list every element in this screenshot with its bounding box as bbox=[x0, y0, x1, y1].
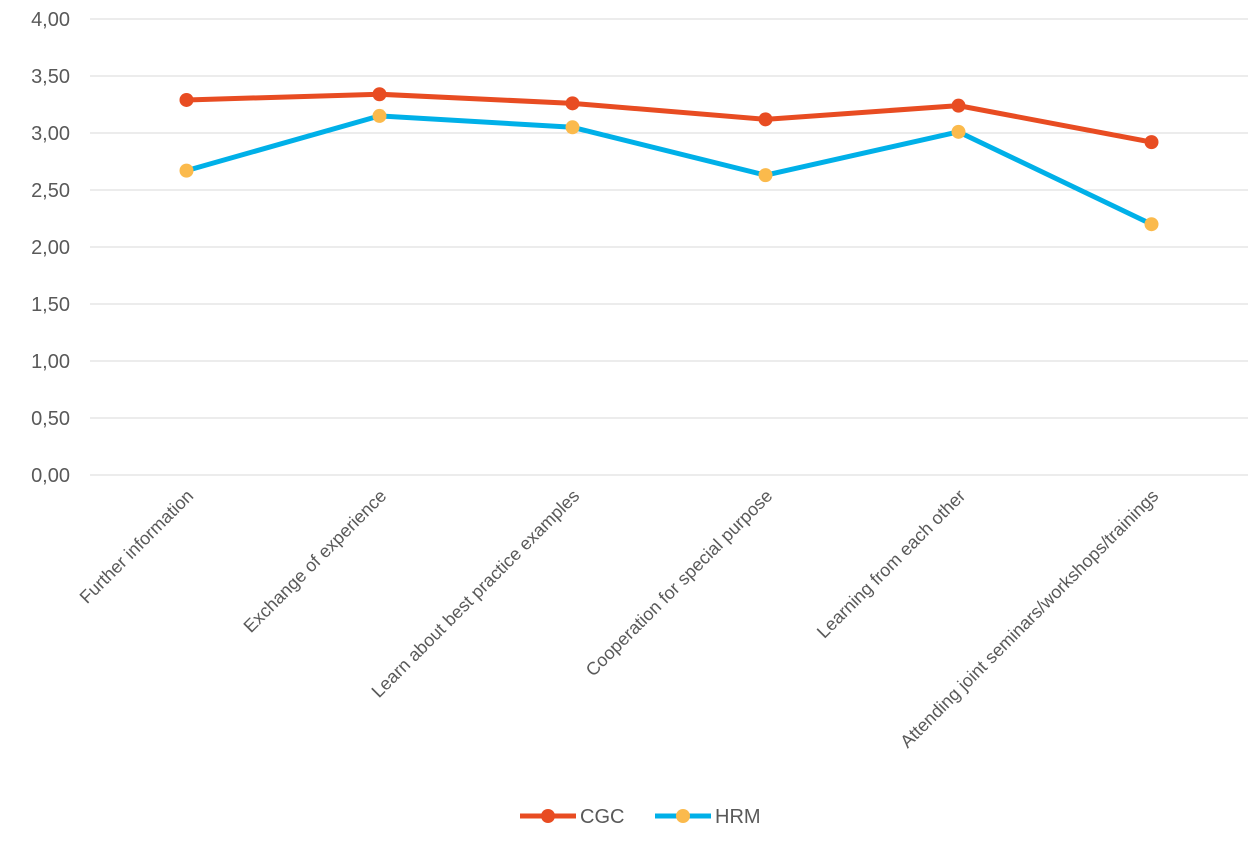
data-point bbox=[1144, 217, 1159, 232]
legend-entry: HRM bbox=[655, 806, 761, 828]
series-cgc bbox=[179, 87, 1159, 150]
y-tick-label: 2,00 bbox=[31, 237, 70, 259]
y-tick-label: 2,50 bbox=[31, 180, 70, 202]
y-tick-label: 0,50 bbox=[31, 408, 70, 430]
series-line bbox=[184, 91, 1154, 145]
series-hrm bbox=[179, 108, 1159, 232]
data-point bbox=[758, 168, 773, 183]
y-tick-label: 0,00 bbox=[31, 465, 70, 487]
x-category-label: Further information bbox=[76, 486, 198, 608]
y-tick-label: 3,50 bbox=[31, 66, 70, 88]
y-axis-tick-labels: 0,00 0,50 1,00 1,50 2,00 2,50 3,00 3,50 4,00 bbox=[31, 9, 70, 487]
legend-label: HRM bbox=[715, 806, 761, 828]
x-category-label: Exchange of experience bbox=[240, 486, 391, 637]
data-point bbox=[951, 98, 966, 113]
legend-marker-swatch bbox=[676, 809, 690, 823]
y-tick-label: 3,00 bbox=[31, 123, 70, 145]
data-point bbox=[179, 92, 194, 107]
series-line bbox=[184, 113, 1154, 227]
x-category-label: Cooperation for special purpose bbox=[582, 486, 777, 681]
y-tick-label: 4,00 bbox=[31, 9, 70, 31]
series-lines bbox=[179, 87, 1159, 232]
legend-entry: CGC bbox=[520, 806, 624, 828]
y-tick-label: 1,00 bbox=[31, 351, 70, 373]
data-point bbox=[372, 108, 387, 123]
gridlines bbox=[90, 18, 1248, 476]
x-category-label: Learning from each other bbox=[813, 486, 969, 642]
data-point bbox=[758, 112, 773, 127]
data-point bbox=[565, 120, 580, 135]
data-point bbox=[179, 163, 194, 178]
data-point bbox=[1144, 135, 1159, 150]
x-category-label: Learn about best practice examples bbox=[368, 486, 584, 702]
data-point bbox=[565, 96, 580, 111]
data-point bbox=[951, 124, 966, 139]
data-point bbox=[372, 87, 387, 102]
legend-label: CGC bbox=[580, 806, 624, 828]
legend: CGC HRM bbox=[520, 806, 761, 828]
x-axis-category-labels: Further information Exchange of experienc… bbox=[76, 486, 1163, 752]
y-tick-label: 1,50 bbox=[31, 294, 70, 316]
legend-marker-swatch bbox=[541, 809, 555, 823]
